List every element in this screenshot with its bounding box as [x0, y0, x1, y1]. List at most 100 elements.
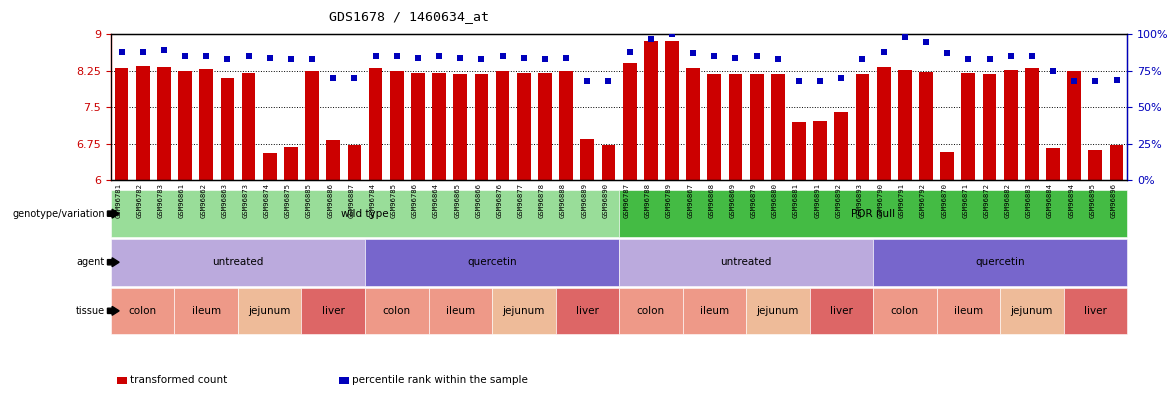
- Bar: [580, 139, 595, 180]
- Point: [1107, 77, 1126, 83]
- Point: [896, 34, 915, 40]
- Point: [726, 55, 745, 61]
- Point: [1022, 53, 1041, 60]
- Text: GSM96785: GSM96785: [391, 183, 397, 218]
- Point: [832, 75, 850, 81]
- Bar: [538, 73, 551, 180]
- Text: quercetin: quercetin: [467, 257, 516, 267]
- Point: [197, 53, 216, 60]
- Text: POR null: POR null: [851, 209, 895, 219]
- Text: jejunum: jejunum: [1010, 306, 1054, 316]
- Text: GSM96879: GSM96879: [751, 183, 757, 218]
- Text: GSM96896: GSM96896: [1111, 183, 1117, 218]
- Text: GSM96895: GSM96895: [1090, 183, 1096, 218]
- Point: [875, 49, 894, 55]
- Bar: [242, 73, 256, 180]
- Text: GSM96872: GSM96872: [983, 183, 989, 218]
- Point: [641, 36, 660, 42]
- Bar: [432, 73, 446, 180]
- Text: ileum: ileum: [700, 306, 729, 316]
- Point: [599, 78, 618, 84]
- Text: GSM96787: GSM96787: [624, 183, 630, 218]
- Text: GSM96786: GSM96786: [412, 183, 418, 218]
- Bar: [474, 74, 488, 180]
- Point: [514, 55, 533, 61]
- Text: GSM96863: GSM96863: [222, 183, 228, 218]
- Text: GSM96886: GSM96886: [327, 183, 333, 218]
- Text: GSM96894: GSM96894: [1069, 183, 1075, 218]
- Text: GSM96781: GSM96781: [116, 183, 121, 218]
- Text: GSM96893: GSM96893: [856, 183, 862, 218]
- Point: [557, 55, 576, 61]
- Point: [112, 49, 131, 55]
- Point: [959, 56, 978, 62]
- Point: [1065, 78, 1084, 84]
- Text: GSM96870: GSM96870: [941, 183, 947, 218]
- Text: GSM96880: GSM96880: [772, 183, 778, 218]
- Point: [493, 53, 512, 60]
- Bar: [919, 72, 933, 180]
- Point: [472, 56, 491, 62]
- Bar: [263, 153, 277, 180]
- Bar: [1068, 71, 1082, 180]
- Point: [281, 56, 300, 62]
- Text: GSM96885: GSM96885: [306, 183, 312, 218]
- Text: colon: colon: [128, 306, 157, 316]
- Bar: [559, 71, 573, 180]
- Bar: [665, 41, 679, 180]
- Bar: [157, 68, 171, 180]
- Point: [536, 56, 555, 62]
- Text: tissue: tissue: [76, 306, 105, 316]
- Text: liver: liver: [576, 306, 599, 316]
- Bar: [517, 73, 530, 180]
- Point: [218, 56, 237, 62]
- Bar: [390, 71, 404, 180]
- Text: untreated: untreated: [721, 257, 772, 267]
- Point: [409, 55, 427, 61]
- Text: GSM96876: GSM96876: [496, 183, 502, 218]
- Bar: [940, 152, 954, 180]
- Text: GSM96889: GSM96889: [582, 183, 588, 218]
- Text: GSM96864: GSM96864: [433, 183, 439, 218]
- Point: [430, 53, 449, 60]
- Bar: [179, 71, 192, 180]
- Point: [938, 50, 957, 57]
- Text: liver: liver: [830, 306, 853, 316]
- Bar: [813, 121, 827, 180]
- Point: [1001, 53, 1020, 60]
- Bar: [1026, 68, 1038, 180]
- Bar: [1047, 148, 1059, 180]
- Text: ileum: ileum: [954, 306, 983, 316]
- Point: [853, 56, 871, 62]
- Text: agent: agent: [77, 257, 105, 267]
- Point: [324, 75, 342, 81]
- Bar: [856, 74, 869, 180]
- Text: liver: liver: [322, 306, 345, 316]
- Point: [705, 53, 724, 60]
- Point: [811, 78, 829, 84]
- Point: [451, 55, 470, 61]
- Bar: [221, 78, 235, 180]
- Text: GSM96883: GSM96883: [1026, 183, 1031, 218]
- Bar: [877, 68, 890, 180]
- Text: genotype/variation: genotype/variation: [13, 209, 105, 219]
- Text: GSM96891: GSM96891: [814, 183, 820, 218]
- Text: GSM96791: GSM96791: [899, 183, 905, 218]
- Bar: [982, 74, 996, 180]
- Point: [748, 53, 766, 60]
- Text: GSM96866: GSM96866: [475, 183, 481, 218]
- Bar: [834, 112, 848, 180]
- Text: GSM96792: GSM96792: [920, 183, 926, 218]
- Text: GSM96865: GSM96865: [454, 183, 460, 218]
- Point: [980, 56, 999, 62]
- Bar: [1110, 145, 1124, 180]
- Text: GSM96861: GSM96861: [179, 183, 185, 218]
- Text: wild type: wild type: [341, 209, 389, 219]
- Text: ileum: ileum: [192, 306, 221, 316]
- Bar: [135, 66, 150, 180]
- Text: liver: liver: [1084, 306, 1107, 316]
- Text: GSM96788: GSM96788: [645, 183, 651, 218]
- Point: [769, 56, 787, 62]
- Text: quercetin: quercetin: [975, 257, 1024, 267]
- Text: GSM96783: GSM96783: [158, 183, 164, 218]
